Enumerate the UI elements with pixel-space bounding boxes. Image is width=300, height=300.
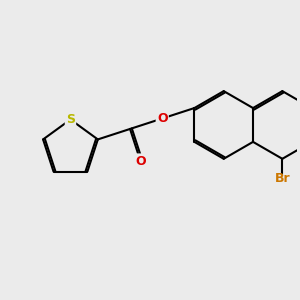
- Text: Br: Br: [274, 172, 290, 184]
- Text: O: O: [135, 154, 146, 168]
- Text: S: S: [66, 113, 75, 126]
- Text: O: O: [157, 112, 167, 125]
